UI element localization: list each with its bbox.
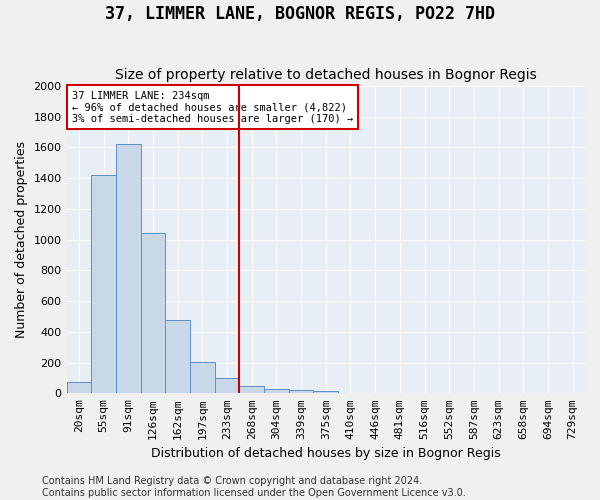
Text: 37 LIMMER LANE: 234sqm
← 96% of detached houses are smaller (4,822)
3% of semi-d: 37 LIMMER LANE: 234sqm ← 96% of detached… <box>72 90 353 124</box>
Bar <box>264 390 289 394</box>
Title: Size of property relative to detached houses in Bognor Regis: Size of property relative to detached ho… <box>115 68 536 82</box>
Bar <box>239 386 264 394</box>
Bar <box>140 234 165 394</box>
Bar <box>289 390 313 394</box>
Bar <box>67 382 91 394</box>
Bar <box>215 378 239 394</box>
Text: 37, LIMMER LANE, BOGNOR REGIS, PO22 7HD: 37, LIMMER LANE, BOGNOR REGIS, PO22 7HD <box>105 5 495 23</box>
Bar <box>338 392 363 394</box>
Text: Contains HM Land Registry data © Crown copyright and database right 2024.
Contai: Contains HM Land Registry data © Crown c… <box>42 476 466 498</box>
Bar <box>165 320 190 394</box>
Bar <box>190 362 215 394</box>
Bar <box>116 144 140 394</box>
Y-axis label: Number of detached properties: Number of detached properties <box>15 141 28 338</box>
Bar <box>91 175 116 394</box>
X-axis label: Distribution of detached houses by size in Bognor Regis: Distribution of detached houses by size … <box>151 447 500 460</box>
Bar <box>313 391 338 394</box>
